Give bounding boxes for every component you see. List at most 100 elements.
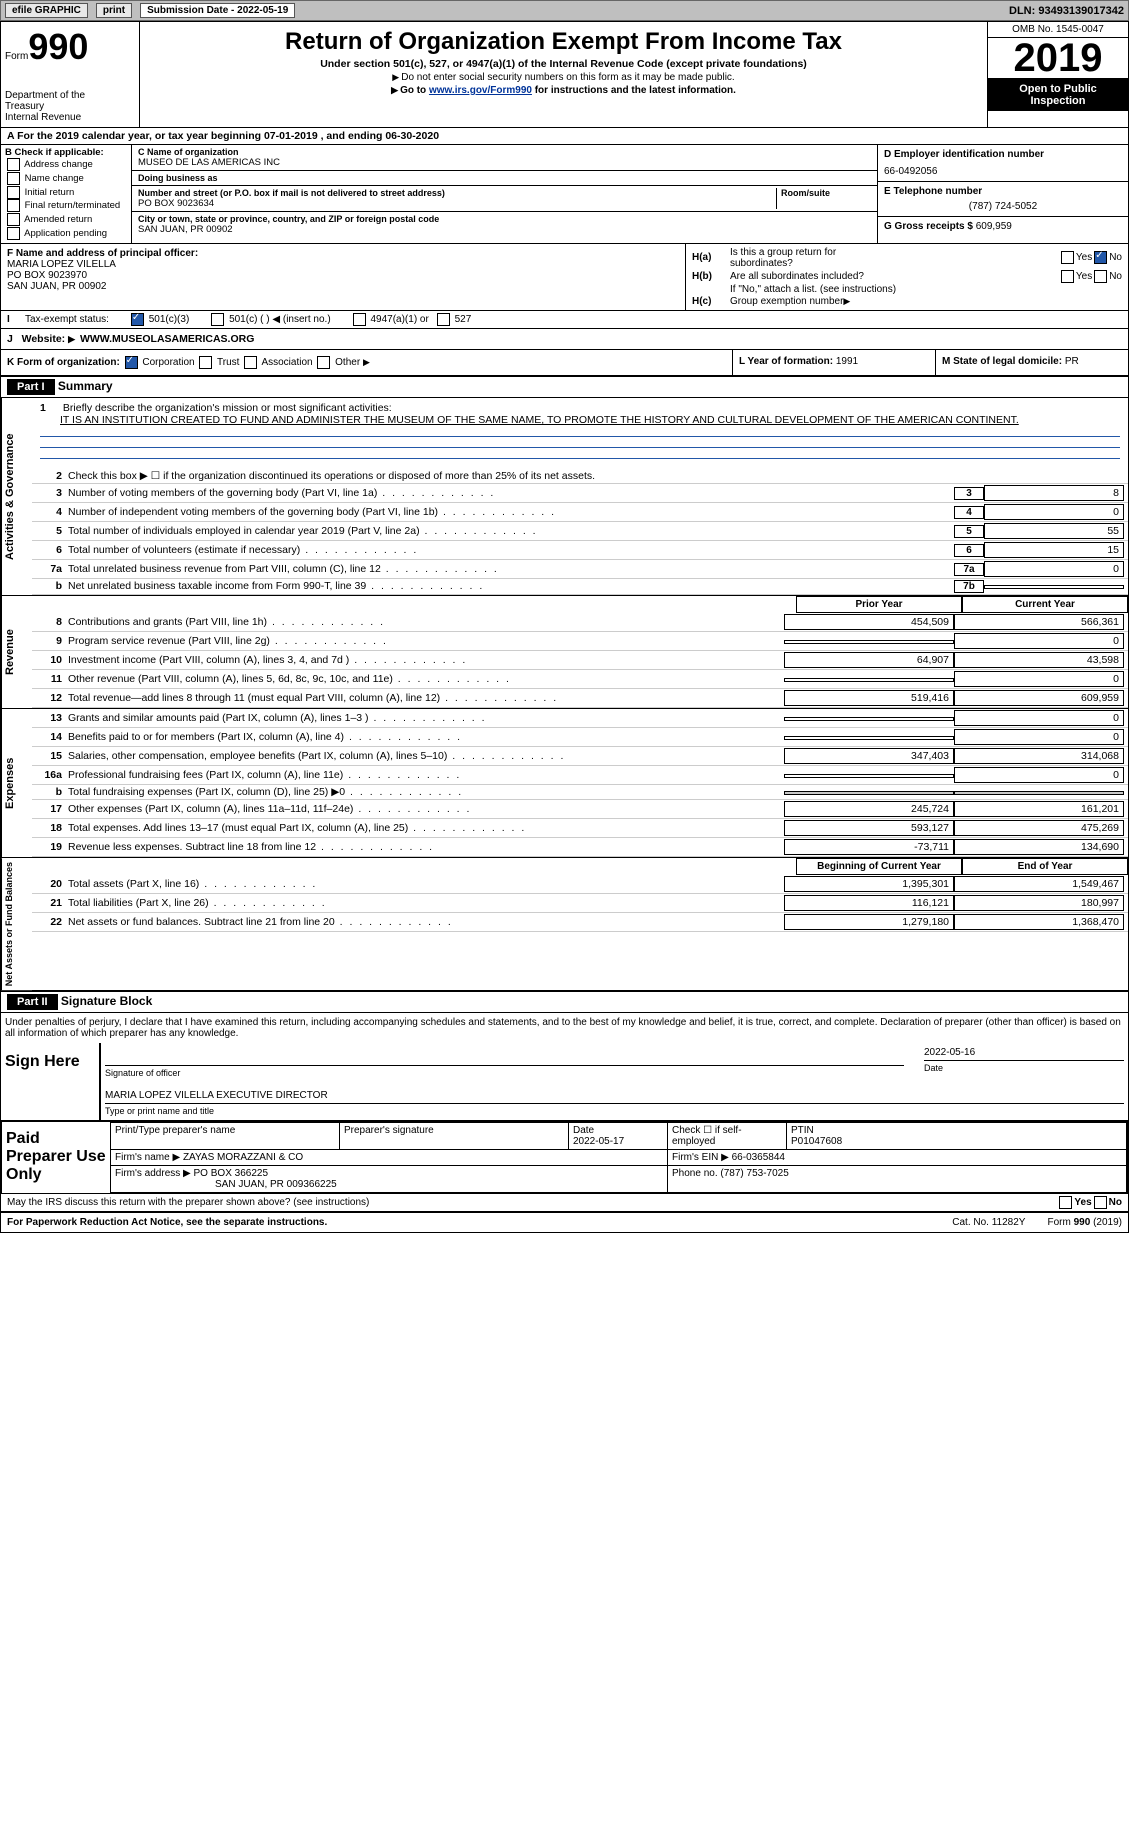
hb-no[interactable] bbox=[1094, 270, 1107, 283]
org-name: MUSEO DE LAS AMERICAS INC bbox=[138, 157, 871, 168]
firm-ein: 66-0365844 bbox=[732, 1152, 785, 1163]
form-990: Form990 Department of the Treasury Inter… bbox=[0, 21, 1129, 1233]
dept-line1: Department of the bbox=[5, 90, 135, 101]
data-line: bTotal fundraising expenses (Part IX, co… bbox=[32, 785, 1128, 800]
data-line: 13Grants and similar amounts paid (Part … bbox=[32, 709, 1128, 728]
check-final-return[interactable] bbox=[7, 199, 20, 212]
gov-line: 4Number of independent voting members of… bbox=[32, 503, 1128, 522]
org-name-label: C Name of organization bbox=[138, 147, 871, 157]
officer-addr1: PO BOX 9023970 bbox=[7, 270, 679, 281]
addr-label: Number and street (or P.O. box if mail i… bbox=[138, 188, 772, 198]
data-line: 9Program service revenue (Part VIII, lin… bbox=[32, 632, 1128, 651]
form-title-box: Return of Organization Exempt From Incom… bbox=[140, 22, 987, 127]
dln: DLN: 93493139017342 bbox=[1009, 5, 1124, 17]
discuss-no[interactable] bbox=[1094, 1196, 1107, 1209]
data-line: 22Net assets or fund balances. Subtract … bbox=[32, 913, 1128, 932]
form-word: Form bbox=[5, 51, 28, 62]
col-prior: Prior Year bbox=[796, 596, 962, 613]
form-number: 990 bbox=[28, 26, 88, 67]
form-subtitle: Under section 501(c), 527, or 4947(a)(1)… bbox=[148, 58, 979, 70]
data-line: 21Total liabilities (Part X, line 26)116… bbox=[32, 894, 1128, 913]
check-name-change[interactable] bbox=[7, 172, 20, 185]
check-4947[interactable] bbox=[353, 313, 366, 326]
city-label: City or town, state or province, country… bbox=[138, 214, 871, 224]
website-value: WWW.MUSEOLASAMERICAS.ORG bbox=[80, 333, 254, 345]
side-governance: Activities & Governance bbox=[1, 398, 32, 595]
hc-label: H(c) bbox=[692, 296, 730, 307]
gov-line: bNet unrelated business taxable income f… bbox=[32, 579, 1128, 595]
officer-label: F Name and address of principal officer: bbox=[7, 248, 679, 259]
efile-button[interactable]: efile GRAPHIC bbox=[5, 3, 88, 18]
hb-label: H(b) bbox=[692, 271, 730, 282]
declaration: Under penalties of perjury, I declare th… bbox=[1, 1013, 1128, 1043]
firm-addr2: SAN JUAN, PR 009366225 bbox=[115, 1179, 337, 1190]
gross-label: G Gross receipts $ bbox=[884, 221, 973, 232]
check-501c[interactable] bbox=[211, 313, 224, 326]
data-line: 19Revenue less expenses. Subtract line 1… bbox=[32, 838, 1128, 857]
dept-line2: Treasury bbox=[5, 101, 135, 112]
check-initial-return[interactable] bbox=[7, 186, 20, 199]
sign-here-label: Sign Here bbox=[1, 1043, 99, 1120]
note-2-post: for instructions and the latest informat… bbox=[532, 85, 736, 96]
check-trust[interactable] bbox=[199, 356, 212, 369]
check-other[interactable] bbox=[317, 356, 330, 369]
data-line: 12Total revenue—add lines 8 through 11 (… bbox=[32, 689, 1128, 708]
year-box: OMB No. 1545-0047 2019 Open to Public In… bbox=[987, 22, 1128, 127]
firm-phone: (787) 753-7025 bbox=[720, 1168, 788, 1179]
data-line: 14Benefits paid to or for members (Part … bbox=[32, 728, 1128, 747]
open-2: Inspection bbox=[990, 95, 1126, 107]
check-pending[interactable] bbox=[7, 227, 20, 240]
addr: PO BOX 9023634 bbox=[138, 198, 772, 209]
gross-value: 609,959 bbox=[976, 221, 1012, 232]
data-line: 8Contributions and grants (Part VIII, li… bbox=[32, 613, 1128, 632]
prep-date: 2022-05-17 bbox=[573, 1136, 624, 1147]
ha-yes[interactable] bbox=[1061, 251, 1074, 264]
check-corp[interactable] bbox=[125, 356, 138, 369]
part2-header: Part II Signature Block bbox=[1, 992, 1128, 1013]
ha-label: H(a) bbox=[692, 252, 730, 263]
dba-label: Doing business as bbox=[138, 173, 871, 183]
data-line: 10Investment income (Part VIII, column (… bbox=[32, 651, 1128, 670]
officer-printed: MARIA LOPEZ VILELLA EXECUTIVE DIRECTOR bbox=[105, 1090, 1124, 1101]
form-title: Return of Organization Exempt From Incom… bbox=[148, 28, 979, 56]
box-deg: D Employer identification number 66-0492… bbox=[878, 145, 1128, 243]
toolbar: efile GRAPHIC print Submission Date - 20… bbox=[0, 0, 1129, 21]
k-label: K Form of organization: bbox=[7, 357, 120, 368]
row-a: A For the 2019 calendar year, or tax yea… bbox=[1, 128, 1128, 145]
officer-name: MARIA LOPEZ VILELLA bbox=[7, 259, 679, 270]
city: SAN JUAN, PR 00902 bbox=[138, 224, 871, 235]
check-amended[interactable] bbox=[7, 213, 20, 226]
ha-no[interactable] bbox=[1094, 251, 1107, 264]
col-eoy: End of Year bbox=[962, 858, 1128, 875]
data-line: 17Other expenses (Part IX, column (A), l… bbox=[32, 800, 1128, 819]
row-k: K Form of organization: Corporation Trus… bbox=[1, 350, 732, 375]
submission-date: Submission Date - 2022-05-19 bbox=[140, 3, 295, 18]
data-line: 11Other revenue (Part VIII, column (A), … bbox=[32, 670, 1128, 689]
gov-line: 3Number of voting members of the governi… bbox=[32, 484, 1128, 503]
hb-yes[interactable] bbox=[1061, 270, 1074, 283]
ein-label: D Employer identification number bbox=[884, 149, 1122, 160]
mission-text: IT IS AN INSTITUTION CREATED TO FUND AND… bbox=[40, 414, 1019, 426]
side-expenses: Expenses bbox=[1, 709, 32, 857]
gov-line: 5Total number of individuals employed in… bbox=[32, 522, 1128, 541]
discuss-text: May the IRS discuss this return with the… bbox=[7, 1197, 369, 1208]
note-2-pre: Go to bbox=[400, 85, 429, 96]
phone-label: E Telephone number bbox=[884, 186, 1122, 197]
print-button[interactable]: print bbox=[96, 3, 132, 18]
cat-no: Cat. No. 11282Y bbox=[952, 1217, 1025, 1228]
tax-year: 2019 bbox=[988, 38, 1128, 79]
check-address-change[interactable] bbox=[7, 158, 20, 171]
col-bocy: Beginning of Current Year bbox=[796, 858, 962, 875]
irs-link[interactable]: www.irs.gov/Form990 bbox=[429, 85, 532, 96]
discuss-yes[interactable] bbox=[1059, 1196, 1072, 1209]
form-footer: Form 990 (2019) bbox=[1048, 1217, 1122, 1228]
ptin: P01047608 bbox=[791, 1136, 842, 1147]
sig-date: 2022-05-16 bbox=[924, 1047, 1124, 1058]
check-assoc[interactable] bbox=[244, 356, 257, 369]
firm-name: ZAYAS MORAZZANI & CO bbox=[183, 1152, 303, 1163]
ein: 66-0492056 bbox=[884, 166, 1122, 177]
website-label: Website: bbox=[22, 333, 66, 345]
check-501c3[interactable] bbox=[131, 313, 144, 326]
gov-line: 7aTotal unrelated business revenue from … bbox=[32, 560, 1128, 579]
check-527[interactable] bbox=[437, 313, 450, 326]
